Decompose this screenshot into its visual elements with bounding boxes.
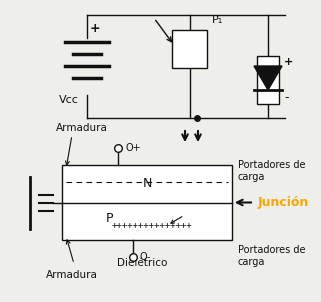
Bar — [172, 30, 207, 68]
Text: +: + — [284, 57, 293, 67]
Text: +++++++++++++++: +++++++++++++++ — [112, 221, 192, 230]
Text: Portadores de
carga: Portadores de carga — [238, 160, 306, 182]
Text: Portadores de
carga: Portadores de carga — [238, 245, 306, 267]
Text: N: N — [142, 177, 152, 190]
Text: P: P — [106, 212, 113, 225]
Bar — [257, 56, 279, 104]
Text: Armadura: Armadura — [56, 123, 108, 133]
Text: O-: O- — [139, 252, 151, 262]
Text: Armadura: Armadura — [46, 270, 98, 280]
Text: O+: O+ — [125, 143, 141, 153]
Text: Dielétrico: Dielétrico — [117, 258, 167, 268]
Bar — [62, 165, 232, 240]
Text: P₁: P₁ — [212, 15, 223, 25]
Text: +: + — [90, 21, 100, 34]
Polygon shape — [254, 66, 282, 90]
Text: Junción: Junción — [258, 196, 309, 209]
Text: -: - — [284, 92, 289, 104]
Text: Vcc: Vcc — [59, 95, 79, 105]
